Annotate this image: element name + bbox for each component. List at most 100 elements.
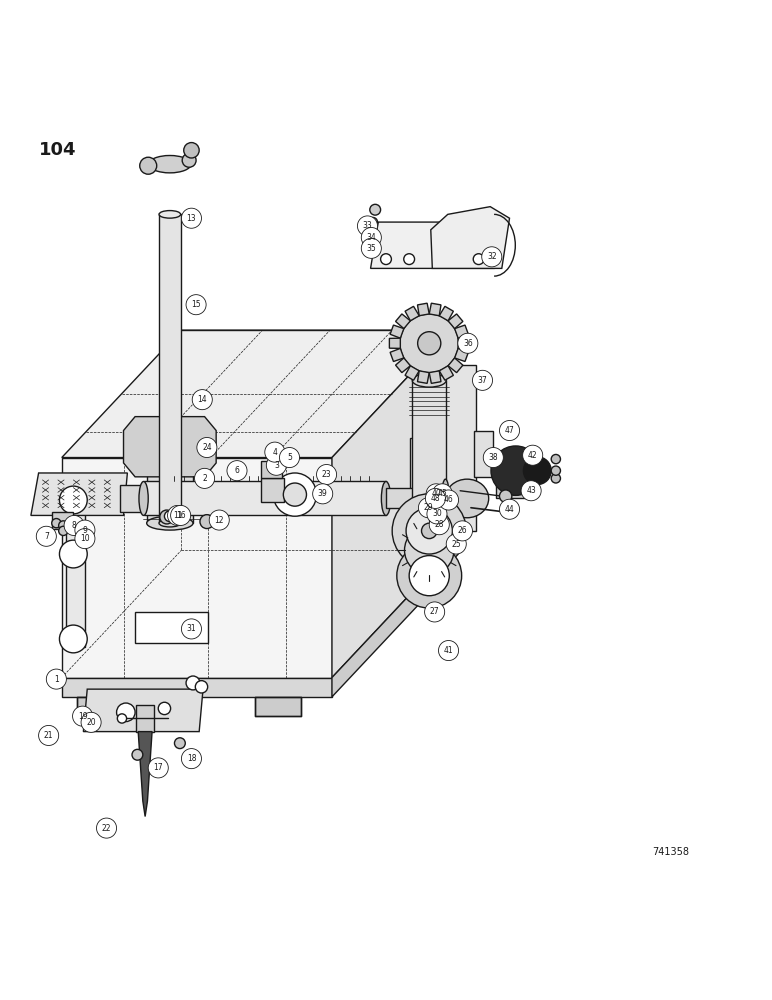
Polygon shape — [332, 330, 452, 678]
Text: 104: 104 — [39, 141, 76, 159]
Text: 35: 35 — [367, 244, 376, 253]
Text: 43: 43 — [527, 486, 536, 495]
Circle shape — [195, 468, 215, 488]
Polygon shape — [135, 612, 208, 643]
Text: 8: 8 — [72, 521, 76, 530]
Text: 6: 6 — [235, 466, 239, 475]
Text: 22: 22 — [102, 824, 111, 833]
Circle shape — [438, 490, 459, 510]
Polygon shape — [412, 380, 446, 519]
Circle shape — [427, 504, 447, 524]
Circle shape — [36, 526, 56, 546]
Polygon shape — [120, 485, 144, 512]
Text: 44: 44 — [505, 505, 514, 514]
Circle shape — [482, 247, 502, 267]
Polygon shape — [159, 214, 181, 523]
Text: 11: 11 — [173, 511, 182, 520]
Circle shape — [148, 758, 168, 778]
Circle shape — [46, 669, 66, 689]
Text: 26: 26 — [458, 526, 467, 535]
Ellipse shape — [140, 157, 157, 174]
Text: 12: 12 — [215, 516, 224, 525]
Polygon shape — [332, 550, 452, 697]
Polygon shape — [405, 306, 419, 321]
Text: 45: 45 — [438, 489, 447, 498]
Circle shape — [491, 446, 540, 495]
Circle shape — [279, 448, 300, 468]
Polygon shape — [31, 473, 127, 515]
Polygon shape — [261, 461, 282, 478]
Polygon shape — [455, 348, 469, 362]
Text: 3: 3 — [274, 461, 279, 470]
Circle shape — [313, 484, 333, 504]
Circle shape — [523, 445, 543, 465]
Circle shape — [425, 602, 445, 622]
Circle shape — [186, 295, 206, 315]
Circle shape — [551, 454, 560, 464]
Polygon shape — [418, 303, 429, 316]
Circle shape — [181, 208, 201, 228]
Circle shape — [499, 420, 520, 441]
Circle shape — [400, 314, 459, 373]
Polygon shape — [144, 481, 386, 515]
Circle shape — [132, 749, 143, 760]
Circle shape — [171, 505, 191, 525]
Circle shape — [164, 511, 175, 522]
Circle shape — [75, 520, 95, 540]
Polygon shape — [62, 678, 332, 697]
Circle shape — [75, 529, 95, 549]
Circle shape — [181, 749, 201, 769]
Ellipse shape — [148, 155, 191, 173]
Text: 7: 7 — [44, 532, 49, 541]
Circle shape — [195, 681, 208, 693]
Ellipse shape — [139, 481, 148, 515]
Text: 30: 30 — [432, 509, 442, 518]
Text: 40: 40 — [432, 489, 441, 498]
Text: 32: 32 — [487, 252, 496, 261]
Circle shape — [370, 204, 381, 215]
Polygon shape — [261, 478, 284, 502]
Circle shape — [59, 625, 87, 653]
Circle shape — [186, 676, 200, 690]
Text: 16: 16 — [176, 511, 185, 520]
Circle shape — [425, 488, 445, 508]
Ellipse shape — [147, 424, 193, 437]
Circle shape — [181, 619, 201, 639]
Circle shape — [404, 254, 415, 265]
Text: 25: 25 — [452, 540, 461, 549]
Polygon shape — [62, 458, 332, 678]
Text: 38: 38 — [489, 453, 498, 462]
Ellipse shape — [159, 519, 181, 527]
Circle shape — [458, 333, 478, 353]
Text: 42: 42 — [528, 451, 537, 460]
Circle shape — [158, 702, 171, 715]
Circle shape — [426, 484, 446, 504]
Circle shape — [418, 498, 438, 518]
Text: 37: 37 — [478, 376, 487, 385]
Text: 18: 18 — [187, 754, 196, 763]
Text: 21: 21 — [44, 731, 53, 740]
Text: 19: 19 — [78, 712, 87, 721]
Text: 29: 29 — [424, 503, 433, 512]
Polygon shape — [138, 732, 152, 817]
Text: 14: 14 — [198, 395, 207, 404]
Text: 17: 17 — [154, 763, 163, 772]
Text: 1: 1 — [54, 675, 59, 684]
Polygon shape — [395, 314, 411, 329]
Circle shape — [59, 540, 87, 568]
Polygon shape — [429, 371, 441, 383]
Polygon shape — [431, 207, 510, 268]
Polygon shape — [52, 512, 73, 529]
Circle shape — [499, 499, 520, 519]
Circle shape — [265, 442, 285, 462]
Polygon shape — [386, 488, 442, 508]
Text: 741358: 741358 — [652, 847, 689, 857]
Polygon shape — [418, 371, 429, 383]
Circle shape — [551, 466, 560, 475]
Circle shape — [283, 483, 306, 506]
Text: 15: 15 — [191, 300, 201, 309]
Circle shape — [446, 534, 466, 554]
Circle shape — [96, 818, 117, 838]
Ellipse shape — [381, 481, 391, 515]
Polygon shape — [448, 358, 463, 373]
